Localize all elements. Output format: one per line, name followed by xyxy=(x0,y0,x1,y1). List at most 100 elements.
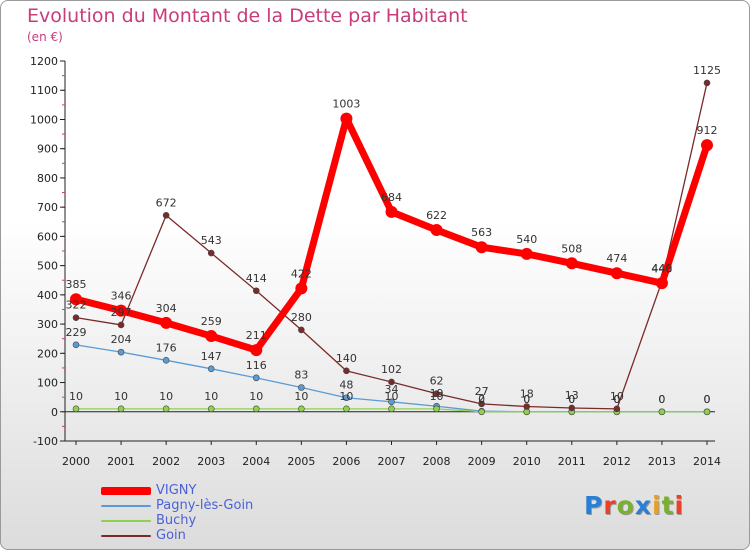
data-label: 10 xyxy=(610,390,624,403)
data-label: 422 xyxy=(291,267,312,280)
data-label: 13 xyxy=(565,389,579,402)
data-label: 446 xyxy=(651,262,672,275)
series-point-3 xyxy=(72,314,80,321)
data-label: 0 xyxy=(478,393,485,406)
y-tick-label: 900 xyxy=(37,143,58,156)
legend-swatch xyxy=(101,504,151,507)
data-label: 34 xyxy=(385,383,399,396)
data-label: 2 xyxy=(478,392,485,405)
x-tick-label: 2009 xyxy=(468,455,496,468)
data-label: 0 xyxy=(658,393,665,406)
data-label: 508 xyxy=(561,242,582,255)
series-point-0 xyxy=(70,293,82,306)
series-point-2 xyxy=(207,405,215,413)
series-point-3 xyxy=(117,321,125,329)
series-point-1 xyxy=(117,348,125,356)
y-tick-label: 300 xyxy=(37,318,58,331)
legend-label: Goin xyxy=(156,528,186,543)
series-layer xyxy=(70,79,713,416)
data-label: 211 xyxy=(246,329,267,342)
data-label: 672 xyxy=(156,196,177,209)
data-label: 10 xyxy=(204,390,218,403)
series-point-2 xyxy=(298,405,305,413)
y-tick-label: 1000 xyxy=(30,113,58,126)
data-label: 0 xyxy=(568,393,575,406)
series-line-0 xyxy=(72,115,711,354)
series-point-0 xyxy=(340,112,353,125)
series-point-1 xyxy=(252,374,260,382)
data-label: 0 xyxy=(704,393,711,406)
series-point-0 xyxy=(250,344,263,357)
data-label: 83 xyxy=(294,369,308,382)
data-label: 912 xyxy=(697,124,718,137)
x-tick-label: 2001 xyxy=(107,455,135,468)
data-label: 27 xyxy=(475,385,489,398)
data-label: 229 xyxy=(66,326,87,339)
chart-axes: -100010020030040050060070080090010001100… xyxy=(30,55,721,468)
series-point-2 xyxy=(658,408,666,416)
series-point-1 xyxy=(298,384,305,391)
x-tick-label: 2006 xyxy=(332,455,360,468)
y-tick-label: 0 xyxy=(51,406,58,419)
series-point-0 xyxy=(295,282,308,295)
data-label: 116 xyxy=(246,359,267,372)
x-tick-label: 2014 xyxy=(693,455,721,468)
series-point-1 xyxy=(162,357,170,364)
series-point-3 xyxy=(298,326,305,334)
data-label: 563 xyxy=(471,226,492,239)
x-tick-label: 2011 xyxy=(558,455,586,468)
series-point-0 xyxy=(565,257,578,270)
data-label: 0 xyxy=(568,393,575,406)
data-label: 102 xyxy=(381,363,402,376)
chart-title: Evolution du Montant de la Dette par Hab… xyxy=(27,5,468,27)
series-point-1 xyxy=(343,394,350,402)
series-point-0 xyxy=(160,316,173,329)
data-label: 0 xyxy=(613,393,620,406)
data-label: 176 xyxy=(156,341,177,354)
data-label: 62 xyxy=(430,375,444,388)
data-label: 414 xyxy=(246,272,267,285)
data-label: 10 xyxy=(114,390,128,403)
series-point-3 xyxy=(613,405,621,413)
x-tick-label: 2007 xyxy=(378,455,406,468)
data-label: 10 xyxy=(159,390,173,403)
series-point-3 xyxy=(388,378,395,386)
legend-item: Pagny-lès-Goin xyxy=(101,498,253,513)
data-label: 10 xyxy=(69,390,83,403)
data-label: 10 xyxy=(339,390,353,403)
y-tick-label: -100 xyxy=(33,435,58,448)
series-point-2 xyxy=(117,405,125,413)
y-tick-label: 400 xyxy=(37,289,58,302)
series-point-0 xyxy=(701,139,713,152)
y-tick-label: 500 xyxy=(37,260,58,273)
legend-swatch xyxy=(101,534,151,537)
data-label: 10 xyxy=(294,390,308,403)
legend-label: VIGNY xyxy=(156,483,197,498)
data-label: 684 xyxy=(381,191,402,204)
data-label: 0 xyxy=(658,393,665,406)
data-label: 543 xyxy=(201,234,222,247)
series-point-2 xyxy=(478,408,485,416)
series-point-2 xyxy=(703,408,711,416)
x-tick-label: 2002 xyxy=(152,455,180,468)
series-point-3 xyxy=(523,403,531,410)
series-point-0 xyxy=(655,277,668,290)
data-label: 322 xyxy=(66,299,87,312)
y-tick-label: 100 xyxy=(37,377,58,390)
y-tick-label: 700 xyxy=(37,201,58,214)
series-point-3 xyxy=(343,367,350,375)
series-point-3 xyxy=(478,400,485,408)
legend-swatch xyxy=(101,519,151,522)
data-label: 10 xyxy=(430,390,444,403)
data-label: 10 xyxy=(249,390,263,403)
series-point-0 xyxy=(520,247,533,260)
x-tick-label: 2013 xyxy=(648,455,676,468)
data-label: 0 xyxy=(704,393,711,406)
series-point-2 xyxy=(343,405,350,413)
x-tick-label: 2012 xyxy=(603,455,631,468)
series-point-3 xyxy=(162,212,170,219)
data-label: 140 xyxy=(336,352,357,365)
data-label: 19 xyxy=(430,387,444,400)
